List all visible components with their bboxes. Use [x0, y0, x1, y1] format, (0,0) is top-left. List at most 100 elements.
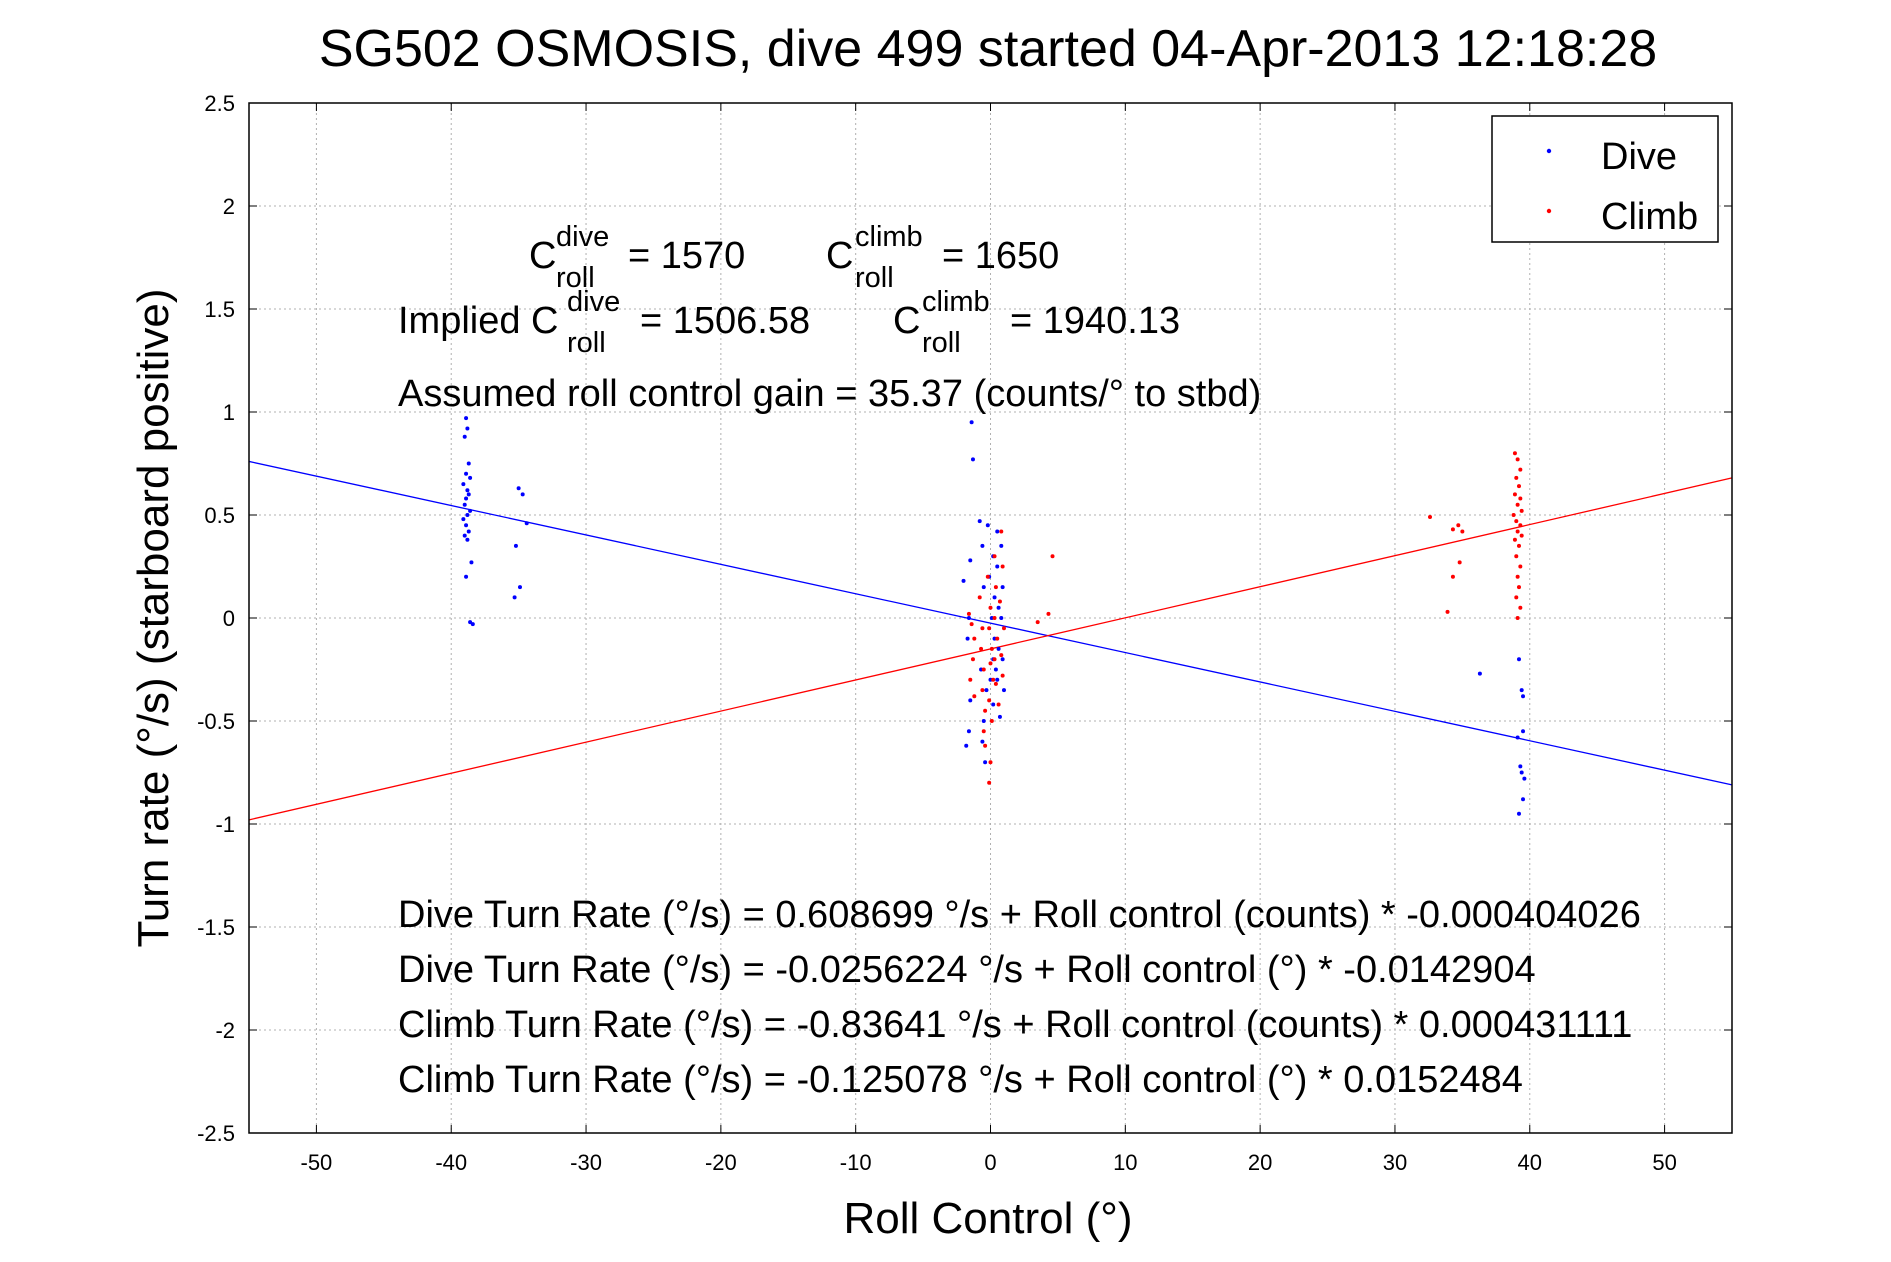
point-climb: [1514, 475, 1519, 480]
point-dive: [1515, 735, 1520, 740]
point-dive: [462, 533, 467, 538]
point-climb: [1450, 574, 1455, 579]
y-tick-label: 2: [223, 194, 235, 219]
legend-box: [1491, 115, 1719, 243]
point-dive: [996, 605, 1001, 610]
point-dive: [995, 564, 1000, 569]
legend-label-dive: Dive: [1601, 136, 1677, 178]
c-roll-climb-sub: roll: [855, 262, 894, 294]
point-dive: [1516, 811, 1521, 816]
y-tick-label: 1.5: [204, 297, 235, 322]
point-dive: [1522, 776, 1527, 781]
point-dive: [997, 714, 1002, 719]
point-climb: [992, 554, 997, 559]
legend: Dive Climb: [1491, 115, 1719, 243]
plot-frame: [248, 102, 1733, 1134]
point-dive: [465, 488, 470, 493]
x-tick-label: -40: [435, 1150, 467, 1175]
point-dive: [1516, 657, 1521, 662]
point-climb: [1457, 560, 1462, 565]
point-climb: [1516, 585, 1521, 590]
point-dive: [983, 760, 988, 765]
point-climb: [989, 646, 994, 651]
point-climb: [1518, 496, 1523, 501]
point-dive: [1518, 764, 1523, 769]
y-tick-label: -1: [215, 812, 235, 837]
point-dive: [991, 702, 996, 707]
point-dive: [993, 667, 998, 672]
point-dive: [468, 620, 473, 625]
point-climb: [1515, 457, 1520, 462]
point-dive: [961, 578, 966, 583]
point-dive: [1519, 770, 1524, 775]
point-dive: [1000, 657, 1005, 662]
point-climb: [1046, 611, 1051, 616]
point-dive: [968, 698, 973, 703]
point-dive: [466, 492, 471, 497]
x-tick-label: 30: [1383, 1150, 1407, 1175]
point-dive: [470, 622, 475, 627]
point-climb: [999, 529, 1004, 534]
point-dive: [965, 636, 970, 641]
point-dive: [513, 543, 518, 548]
point-dive: [981, 585, 986, 590]
x-tick-label: 40: [1518, 1150, 1542, 1175]
point-dive: [996, 646, 1001, 651]
implied-dive-sup: dive: [567, 286, 620, 318]
annotation-gain: Assumed roll control gain = 35.37 (count…: [398, 373, 1261, 415]
legend-marker-climb: [1546, 208, 1552, 214]
point-climb: [1518, 605, 1523, 610]
x-tick-label: 10: [1113, 1150, 1137, 1175]
point-climb: [1516, 543, 1521, 548]
point-dive: [462, 434, 467, 439]
c-roll-dive-sup: dive: [556, 221, 609, 253]
point-dive: [980, 739, 985, 744]
point-dive: [468, 475, 473, 480]
y-tick-labels: 2.5 2 1.5 1 0.5 0 -0.5 -1 -1.5 -2 -2.5: [197, 91, 235, 1146]
y-axis-label: Turn rate (°/s) (starboard positive): [129, 288, 178, 947]
y-tick-label: -0.5: [197, 709, 235, 734]
point-dive: [977, 519, 982, 524]
point-climb: [992, 616, 997, 620]
c-roll-climb-value: = 1650: [942, 235, 1059, 277]
point-dive: [1521, 694, 1526, 699]
point-dive: [1477, 671, 1482, 676]
y-tick-label: -2.5: [197, 1121, 235, 1146]
point-climb: [993, 585, 998, 590]
y-tick-label: 1: [223, 400, 235, 425]
point-dive: [966, 729, 971, 734]
point-climb: [1000, 673, 1005, 678]
implied-climb-sub: roll: [922, 327, 961, 359]
x-tick-label: -10: [840, 1150, 872, 1175]
annotation-c-roll-dive: C dive roll = 1570: [529, 221, 745, 294]
point-dive: [995, 677, 1000, 682]
y-tick-label: 0.5: [204, 503, 235, 528]
point-climb: [980, 626, 985, 631]
x-tick-label: 0: [984, 1150, 996, 1175]
point-climb: [983, 708, 988, 713]
point-dive: [524, 521, 529, 526]
point-dive: [517, 585, 522, 590]
point-dive: [992, 595, 997, 600]
point-dive: [464, 496, 469, 501]
point-dive: [1000, 585, 1005, 590]
c-roll-climb-base: C: [826, 235, 853, 277]
point-dive: [964, 743, 969, 748]
chart-title: SG502 OSMOSIS, dive 499 started 04-Apr-2…: [319, 20, 1657, 78]
implied-climb-base: C: [893, 300, 920, 342]
point-climb: [1514, 519, 1519, 524]
point-dive: [512, 595, 517, 600]
point-dive: [969, 420, 974, 425]
point-climb: [966, 611, 971, 616]
equation-dive-degrees: Dive Turn Rate (°/s) = -0.0256224 °/s + …: [398, 949, 1536, 991]
point-climb: [977, 595, 982, 600]
point-climb: [1460, 529, 1465, 534]
c-roll-dive-sub: roll: [556, 262, 595, 294]
x-tick-labels: -50 -40 -30 -20 -10 0 10 20 30 40 50: [301, 1150, 1677, 1175]
y-tick-label: 2.5: [204, 91, 235, 116]
annotation-implied: Implied C dive roll = 1506.58 C climb ro…: [398, 286, 1180, 359]
implied-dive-value: = 1506.58: [640, 300, 810, 342]
point-dive: [469, 560, 474, 565]
x-axis-label: Roll Control (°): [844, 1194, 1133, 1243]
